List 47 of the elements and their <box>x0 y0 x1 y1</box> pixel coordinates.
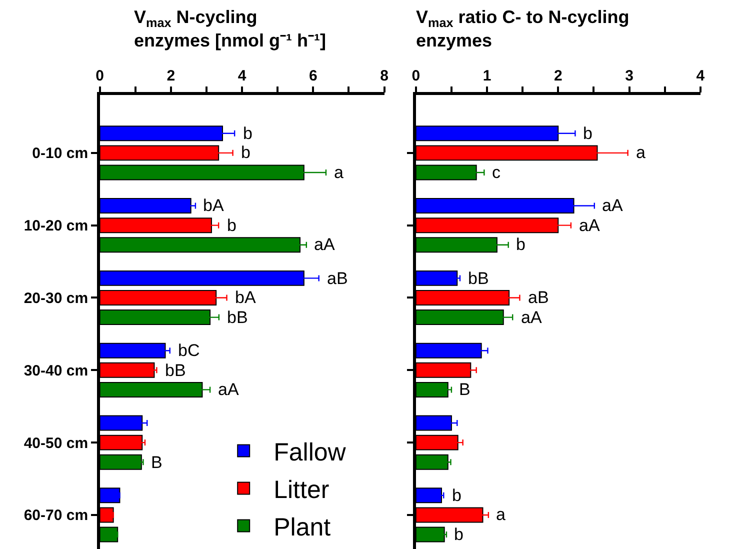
data-label: a <box>636 143 646 162</box>
data-label: B <box>151 453 162 472</box>
data-label: b <box>241 143 250 162</box>
y-tick-label: 0-10 cm <box>32 145 88 162</box>
data-label: aA <box>521 308 542 327</box>
legend-label: Plant <box>274 514 331 542</box>
data-label: aB <box>528 288 549 307</box>
y-tick-label: 30-40 cm <box>24 362 88 380</box>
data-label: b <box>227 216 236 235</box>
data-label: a <box>334 163 344 182</box>
legend-label: Litter <box>274 476 330 504</box>
data-label: aA <box>218 380 240 399</box>
data-label: b <box>516 235 526 254</box>
data-label: bA <box>203 196 224 215</box>
x-tick-label: 8 <box>380 67 388 84</box>
y-tick-label: 20-30 cm <box>24 290 88 307</box>
x-tick-label: 3 <box>625 67 634 84</box>
chart-title: V$_{max}$ N-cycling enzymes [nmol g⁻¹ h⁻¹] <box>134 7 326 50</box>
data-label: bB <box>227 308 248 327</box>
data-label: aA <box>602 196 624 215</box>
x-tick-label: 1 <box>482 67 492 84</box>
data-label: b <box>583 124 592 143</box>
legend-label: Fallow <box>274 438 347 466</box>
y-tick-label: 10-20 cm <box>24 218 88 235</box>
y-tick-label: 40-50 cm <box>24 434 88 452</box>
data-label: b <box>243 124 252 143</box>
x-tick-label: 0 <box>96 67 104 84</box>
data-label: a <box>496 505 506 524</box>
data-label: aA <box>314 235 336 254</box>
x-tick-label: 4 <box>696 67 706 84</box>
data-label: b <box>454 525 464 544</box>
chart-title: V$_{max}$ ratio C- to N-cycling enzymes <box>416 7 630 50</box>
y-tick-label: 60-70 cm <box>24 507 88 524</box>
x-tick-label: 0 <box>412 67 420 84</box>
data-label: aA <box>579 216 600 235</box>
data-label: c <box>492 163 501 182</box>
x-tick-label: 2 <box>554 67 562 84</box>
data-label: b <box>452 486 462 505</box>
data-label: bA <box>235 288 256 307</box>
data-label: bC <box>178 341 200 360</box>
data-label: bB <box>468 269 489 288</box>
x-tick-label: 2 <box>166 67 176 84</box>
x-tick-label: 6 <box>309 67 318 84</box>
data-label: bB <box>165 361 186 380</box>
x-tick-label: 4 <box>238 67 247 84</box>
data-label: B <box>459 380 470 399</box>
data-label: aB <box>327 269 348 288</box>
